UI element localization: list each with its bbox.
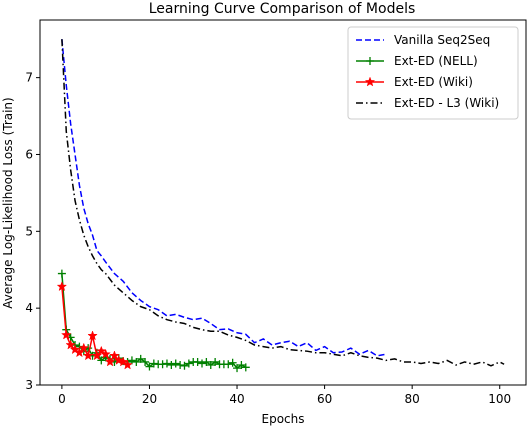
x-axis-label: Epochs (262, 412, 305, 426)
data-point (56, 281, 68, 292)
series-line (61, 39, 387, 357)
y-axis-label: Average Log-Likelihood Loss (Train) (1, 97, 15, 308)
legend-label: Ext-ED (NELL) (394, 54, 478, 68)
data-point (61, 329, 72, 340)
data-point (136, 354, 145, 363)
data-point (211, 357, 220, 366)
data-point (82, 350, 94, 361)
x-axis-ticks: 0 20 40 60 80 100 (58, 385, 511, 406)
data-point (145, 362, 154, 371)
data-point (171, 359, 180, 368)
legend-label: Vanilla Seq2Seq (394, 33, 490, 47)
data-point (91, 350, 103, 361)
data-point (78, 342, 90, 353)
data-point (176, 361, 185, 370)
x-tick-label: 100 (488, 392, 511, 406)
data-point (241, 363, 250, 372)
legend-box (347, 26, 519, 120)
legend-label: Ext-ED (Wiki) (394, 75, 473, 89)
series-2 (56, 281, 133, 370)
data-point (206, 361, 215, 370)
data-point (65, 339, 76, 350)
data-point (184, 359, 193, 368)
data-point (74, 347, 85, 358)
data-point (141, 357, 150, 366)
legend-marker (366, 57, 374, 65)
legend-label: Ext-ED - L3 (Wiki) (394, 96, 499, 110)
data-point (109, 350, 120, 361)
series-line (61, 39, 505, 367)
data-point (167, 361, 176, 370)
data-point (237, 361, 246, 370)
y-tick-label: 3 (25, 378, 33, 392)
data-point (132, 357, 141, 366)
chart-title: Learning Curve Comparison of Models (149, 1, 416, 17)
data-point (162, 359, 171, 368)
series-0 (61, 39, 387, 357)
x-tick-label: 80 (405, 392, 420, 406)
data-point (127, 356, 136, 365)
x-tick-label: 20 (142, 392, 157, 406)
axes-frame (39, 19, 527, 386)
data-point (193, 357, 202, 366)
data-point (180, 361, 189, 370)
y-tick-label: 7 (25, 71, 33, 85)
data-point (198, 359, 206, 368)
data-point (228, 358, 237, 367)
y-axis-ticks: 3 4 5 6 7 (25, 71, 40, 392)
plot-area (56, 39, 505, 373)
data-point (202, 357, 211, 366)
data-point (57, 269, 66, 278)
y-tick-label: 4 (25, 301, 33, 315)
y-tick-label: 5 (25, 224, 33, 238)
x-tick-label: 0 (58, 392, 66, 406)
data-point (233, 364, 242, 373)
data-point (113, 354, 125, 365)
data-point (100, 348, 111, 359)
data-point (104, 356, 116, 367)
data-point (97, 356, 106, 365)
data-point (122, 359, 133, 370)
data-point (224, 360, 233, 369)
y-tick-label: 6 (25, 147, 33, 161)
legend-marker (364, 76, 376, 87)
data-point (149, 359, 158, 368)
x-tick-label: 60 (317, 392, 332, 406)
data-point (158, 360, 167, 369)
data-point (87, 330, 98, 341)
x-tick-label: 40 (229, 392, 244, 406)
series-3 (61, 39, 505, 367)
legend: Vanilla Seq2Seq Ext-ED (NELL) Ext-ED (Wiki… (347, 26, 519, 120)
